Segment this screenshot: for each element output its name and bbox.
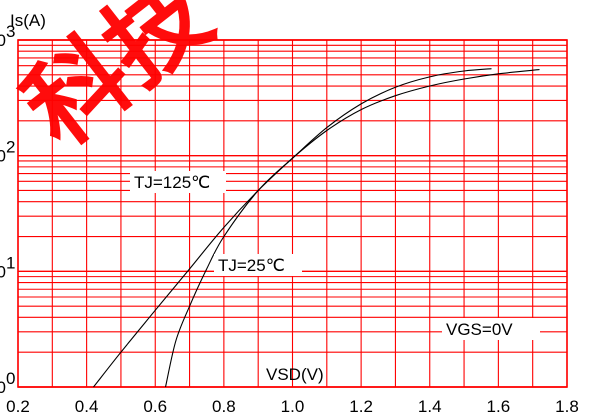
x-tick-label: 0.2 [6,397,30,416]
y-tick-labels: 100101102103 [0,22,15,397]
chart-series [93,68,540,388]
series-line-tj25 [164,69,540,388]
plot-frame [17,39,568,388]
x-tick-label: 0.8 [212,397,236,416]
x-tick-label: 1.6 [487,397,511,416]
chart-labels: Is(A) VSD(V) TJ=125℃ TJ=25℃ VGS=0V [10,11,540,384]
x-tick-label: 0.4 [75,397,99,416]
y-tick-label: 103 [0,22,15,50]
x-axis-label: VSD(V) [266,365,324,384]
x-tick-label: 1.4 [418,397,442,416]
y-tick-base: 10 [0,262,6,281]
y-tick-label: 100 [0,369,15,397]
y-axis-label: Is(A) [10,11,46,30]
y-tick-label: 101 [0,253,15,281]
y-tick-base: 10 [0,147,6,166]
x-tick-label: 1.0 [281,397,305,416]
watermark-text: 科技 SourceTek [5,0,593,167]
chart-grid [17,39,568,388]
y-tick-exponent: 3 [6,22,15,41]
y-tick-exponent: 2 [6,138,15,157]
x-tick-label: 1.2 [349,397,373,416]
x-tick-label: 1.8 [555,397,579,416]
y-tick-base: 10 [0,378,6,397]
annotation-tj125: TJ=125℃ [134,173,210,192]
annotation-tj25: TJ=25℃ [218,256,285,275]
annotation-vgs: VGS=0V [446,320,513,339]
x-tick-labels: 0.2 0.4 0.6 0.8 1.0 1.2 1.4 1.6 1.8 [6,397,579,416]
y-tick-label: 102 [0,138,15,166]
y-tick-exponent: 0 [6,369,15,388]
y-tick-exponent: 1 [6,253,15,272]
x-tick-label: 0.6 [143,397,167,416]
y-tick-base: 10 [0,31,6,50]
watermark: 科技 SourceTek [5,0,593,167]
